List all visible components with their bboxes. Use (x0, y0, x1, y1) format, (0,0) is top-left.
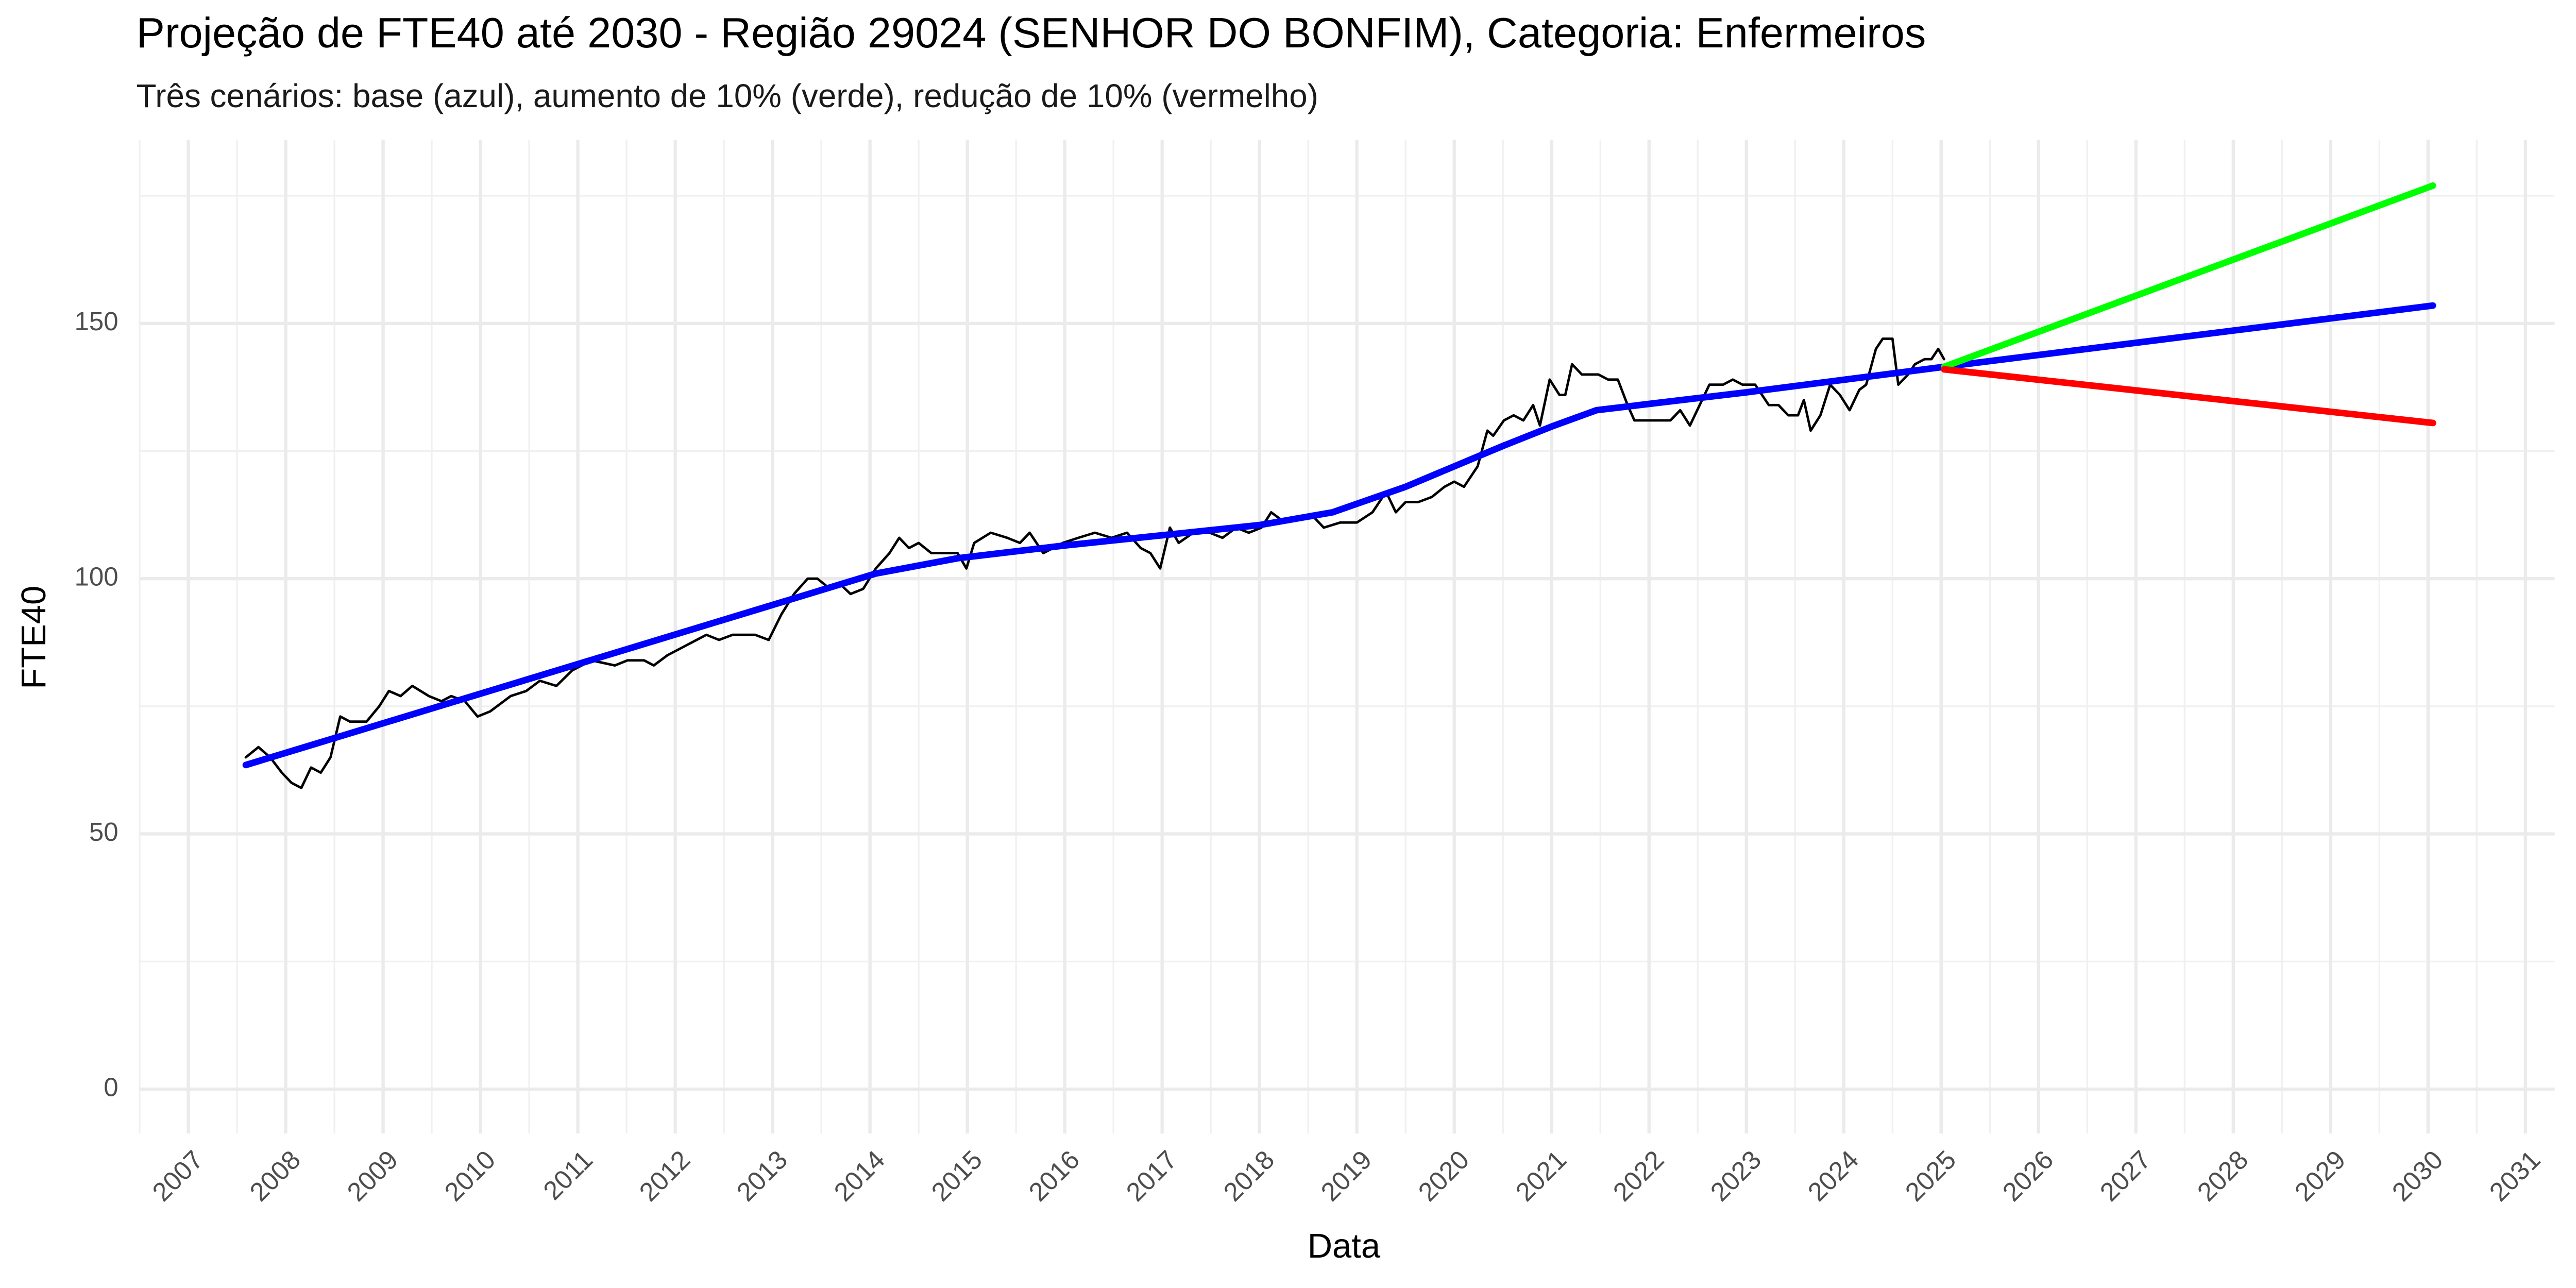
x-tick-label: 2027 (2094, 1145, 2157, 1207)
x-tick-label: 2016 (1023, 1145, 1086, 1207)
series-line (1941, 366, 2436, 427)
x-tick-label: 2015 (926, 1145, 988, 1207)
x-tick-label: 2028 (2192, 1145, 2254, 1207)
x-tick-label: 2009 (342, 1145, 404, 1207)
plot-area (242, 182, 2436, 789)
x-tick-label: 2011 (537, 1145, 598, 1206)
x-tick-label: 2025 (1900, 1145, 1962, 1207)
x-tick-label: 2018 (1218, 1145, 1280, 1207)
x-tick-label: 2008 (244, 1145, 307, 1207)
y-tick-label: 50 (89, 817, 118, 846)
chart-subtitle: Três cenários: base (azul), aumento de 1… (137, 77, 1318, 114)
y-axis-title: FTE40 (14, 586, 53, 689)
x-tick-label: 2010 (439, 1145, 501, 1207)
x-tick-label: 2031 (2484, 1145, 2546, 1207)
x-tick-label: 2019 (1315, 1145, 1378, 1207)
x-tick-label: 2020 (1413, 1145, 1475, 1207)
x-tick-label: 2014 (828, 1145, 891, 1207)
x-tick-label: 2013 (731, 1145, 793, 1207)
chart-title: Projeção de FTE40 até 2030 - Região 2902… (137, 9, 1926, 57)
series-line (1941, 182, 2436, 370)
x-tick-label: 2024 (1802, 1145, 1865, 1207)
grid: 0 50 100 150 2007 2008 2009 2010 2011 2012 2013 201… (74, 140, 2555, 1207)
series-line (242, 302, 2436, 769)
y-tick-label: 0 (104, 1073, 118, 1102)
x-tick-label: 2017 (1121, 1145, 1183, 1207)
y-tick-label: 100 (74, 562, 118, 591)
x-tick-label: 2029 (2289, 1145, 2351, 1207)
x-axis-title: Data (1308, 1227, 1381, 1265)
x-tick-label: 2023 (1705, 1145, 1767, 1207)
x-tick-label: 2030 (2386, 1145, 2449, 1207)
y-tick-label: 150 (74, 307, 118, 336)
series-line (244, 337, 1945, 789)
x-tick-label: 2012 (634, 1145, 696, 1207)
x-tick-label: 2007 (147, 1145, 209, 1207)
x-tick-label: 2026 (1997, 1145, 2059, 1207)
x-tick-label: 2022 (1607, 1145, 1670, 1207)
x-tick-label: 2021 (1510, 1145, 1572, 1207)
